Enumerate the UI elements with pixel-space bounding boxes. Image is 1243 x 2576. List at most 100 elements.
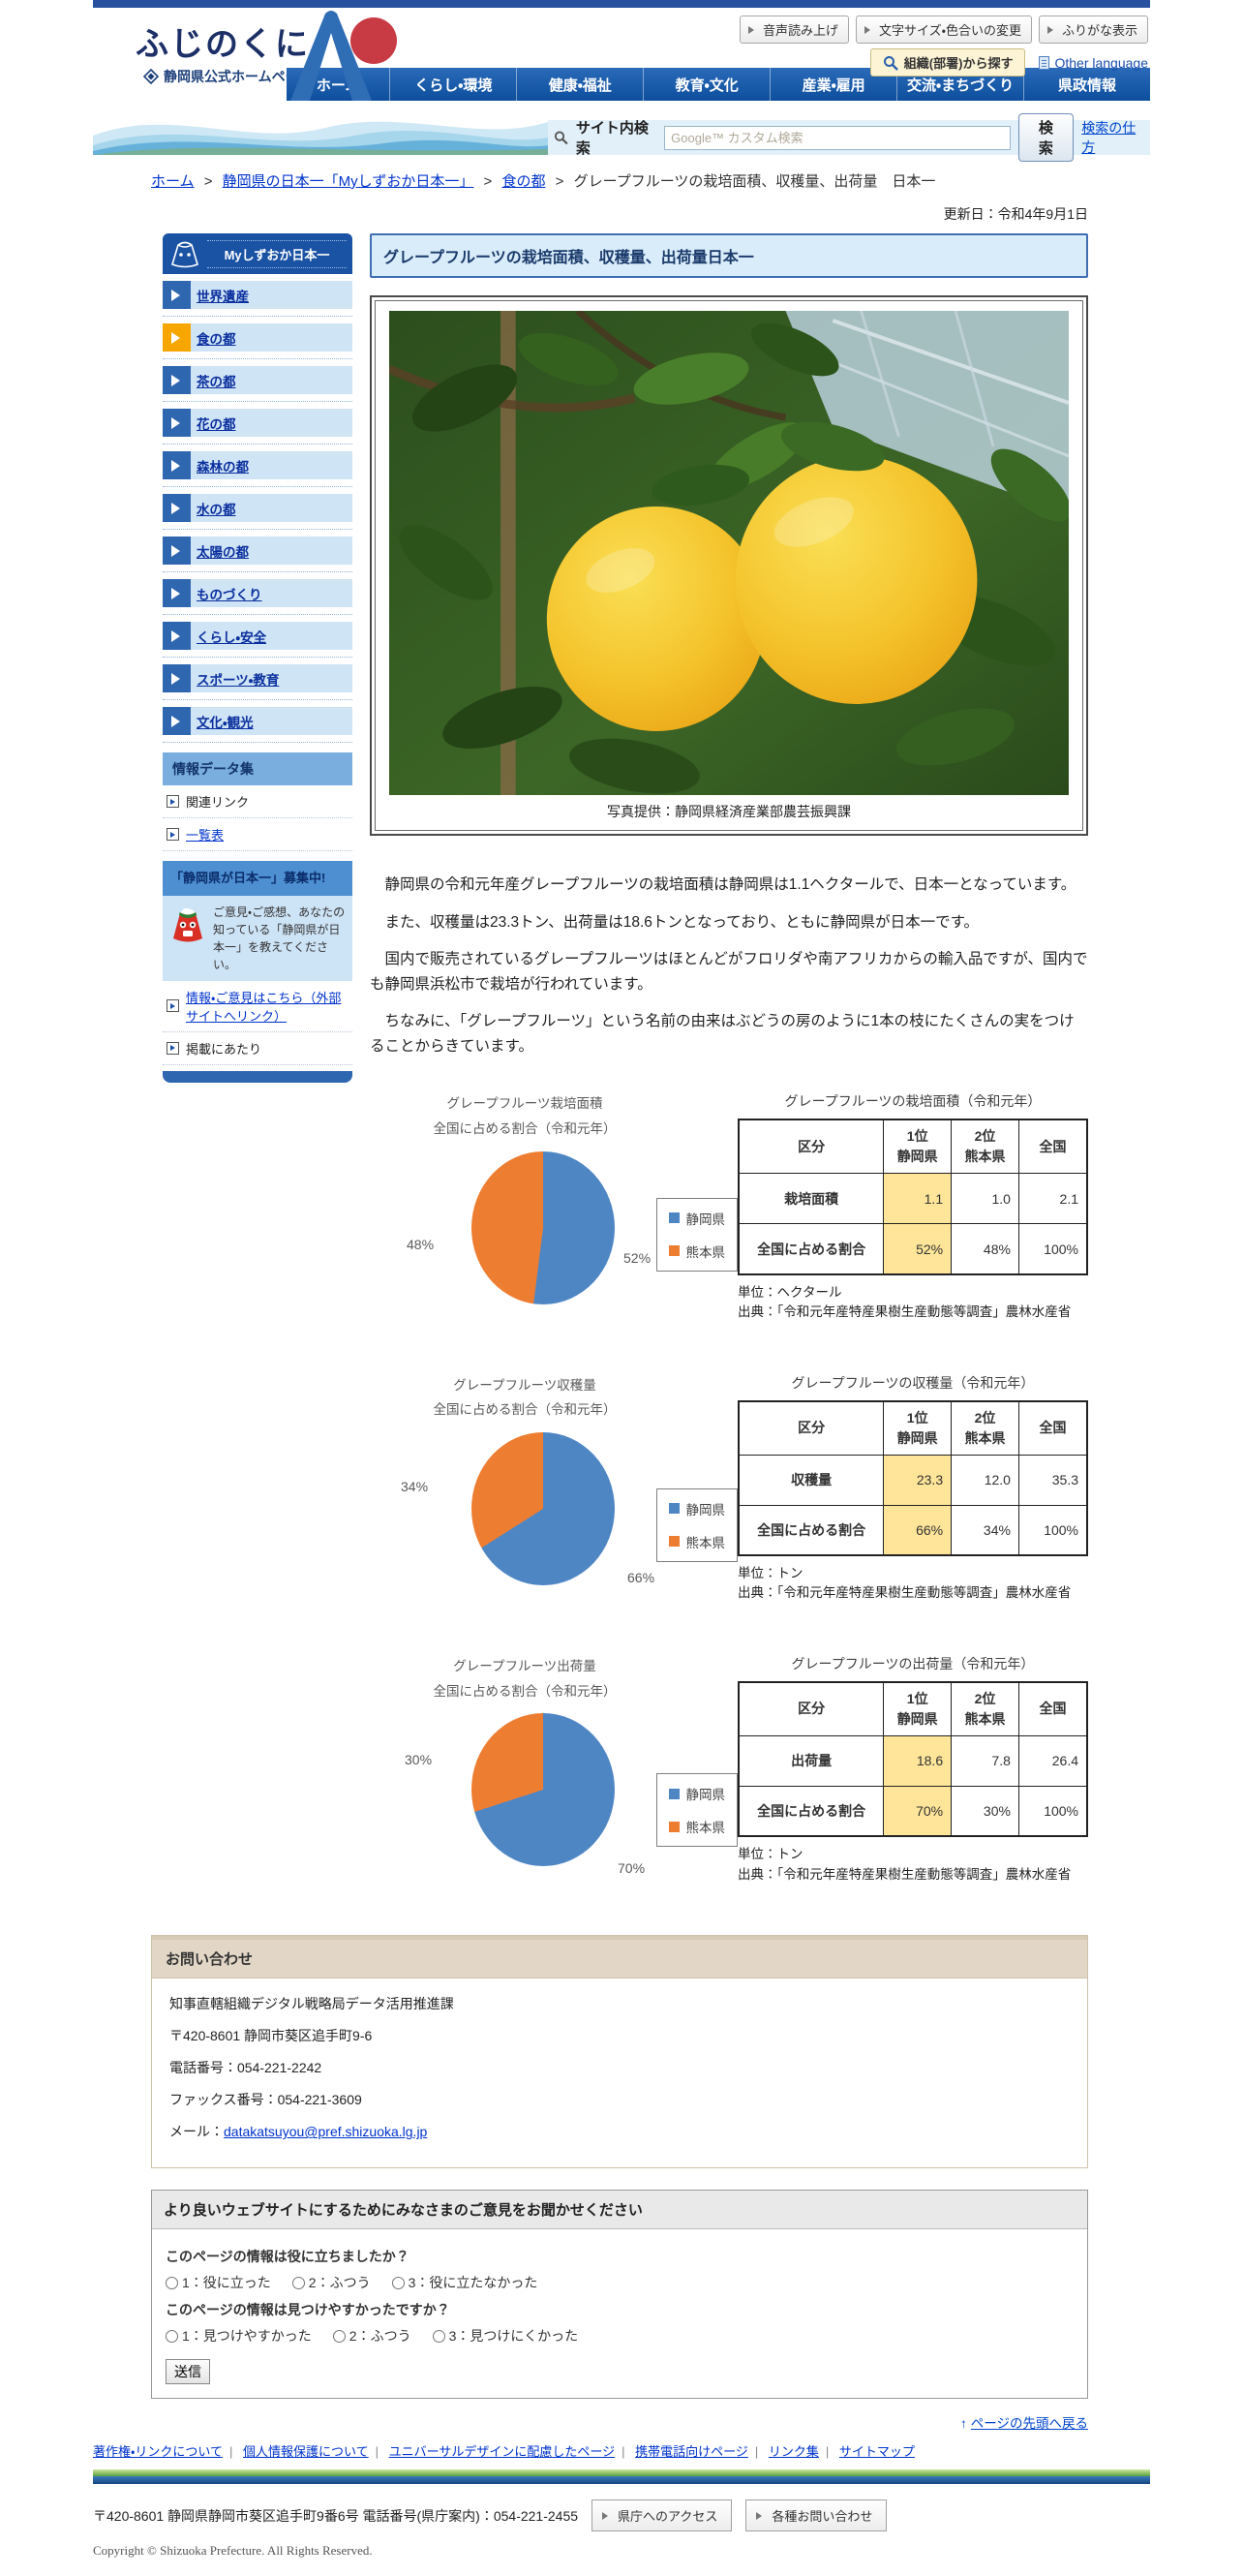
nav-kenko-fukushi[interactable]: 健康・福祉 [516, 68, 643, 101]
nav-kurashi-kankyo[interactable]: くらし・環境 [389, 68, 516, 101]
site-header: ふじのくに 静岡県公式ホームページ 音声読み上げ 文字サイズ・色合いの変更 ふり… [93, 8, 1150, 101]
footer-link-copyright-policy[interactable]: 著作権・リンクについて [93, 2444, 224, 2460]
sidebar-list-link[interactable]: 一覧表 [163, 818, 352, 851]
radio-input[interactable] [391, 2276, 405, 2289]
breadcrumb-level1-link[interactable]: 静岡県の日本一「Myしずおか日本一」 [222, 173, 474, 190]
col-header-category: 区分 [738, 1119, 885, 1175]
radio-q1-option1[interactable]: 1：役に立った [166, 2273, 271, 2292]
radio-q2-option2[interactable]: 2：ふつう [332, 2326, 411, 2346]
up-arrow-icon: ↑ [960, 2416, 967, 2432]
footer-bottom: 〒420-8601 静岡県静岡市葵区追手町9番6号 電話番号(県庁案内)：054… [93, 2484, 1150, 2537]
mount-fuji-logo-graphic [290, 11, 397, 101]
sidebar-item-bunka-kanko[interactable]: 文化・観光 [163, 707, 352, 743]
search-submit-button[interactable]: 検 索 [1017, 113, 1075, 162]
site-logo[interactable]: ふじのくに 静岡県公式ホームページ [136, 17, 312, 86]
radio-input[interactable] [291, 2276, 305, 2289]
arrow-right-icon [163, 707, 191, 735]
table-row: 栽培面積 1.1 1.0 2.1 [738, 1173, 1088, 1225]
mascot-message-text: ご意見・ご感想、あなたの知っている「静岡県が日本一」を教えてください。 [213, 905, 346, 971]
fuji-chan-mascot-icon [173, 907, 202, 941]
feedback-q2-options: 1：見つけやすかった 2：ふつう 3：見つけにくかった [166, 2326, 1074, 2346]
back-to-top-link[interactable]: ページの先頭へ戻る [970, 2416, 1088, 2432]
col-header-rank1: 1位 静岡県 [883, 1119, 953, 1175]
sidebar-item-shokunomiyako-active[interactable]: 食の都 [163, 323, 352, 359]
footer-link-privacy[interactable]: 個人情報保護について [243, 2444, 369, 2460]
col-header-rank2: 2位 熊本県 [951, 1119, 1019, 1175]
pie-legend: 静岡県 熊本県 [655, 1773, 738, 1848]
other-language-link[interactable]: Other language [1039, 55, 1148, 71]
radio-input[interactable] [332, 2329, 346, 2343]
sidebar-item-mizunomiyako[interactable]: 水の都 [163, 494, 352, 530]
radio-q1-option2[interactable]: 2：ふつう [291, 2273, 371, 2292]
radio-input[interactable] [166, 2276, 178, 2289]
feedback-submit-button[interactable]: 送信 [166, 2359, 210, 2385]
feedback-title: より良いウェブサイトにするためにみなさまのご意見をお聞かせください [152, 2191, 1087, 2230]
sidebar-item-sports-kyoiku[interactable]: スポーツ・教育 [163, 664, 352, 700]
paragraph: ちなみに、「グレープフルーツ」という名前の由来はぶどうの房のように1本の枝にたく… [370, 1013, 1075, 1055]
sidebar-item-hananomiyako[interactable]: 花の都 [163, 409, 352, 445]
sidebar-item-taiyonomiyako[interactable]: 太陽の都 [163, 537, 352, 572]
nav-koryu-machizukuri[interactable]: 交流・まちづくり [896, 68, 1023, 101]
sidebar-item-chanomiyako[interactable]: 茶の都 [163, 366, 352, 402]
footer-link-universal-design[interactable]: ユニバーサルデザインに配慮したページ [388, 2444, 616, 2460]
furigana-button[interactable]: ふりがな表示 [1038, 15, 1148, 44]
access-button[interactable]: 県庁へのアクセス [591, 2499, 733, 2532]
footer-link-mobile[interactable]: 携帯電話向けページ [635, 2444, 748, 2460]
recruit-banner: 「静岡県が日本一」募集中! [163, 861, 352, 896]
radio-input[interactable] [432, 2329, 445, 2343]
sidebar-opinion-link[interactable]: 情報・ご意見はこちら（外部サイトへリンク） [163, 981, 352, 1032]
fontsize-color-button[interactable]: 文字サイズ・色合いの変更 [855, 15, 1032, 44]
radio-q2-option1[interactable]: 1：見つけやすかった [166, 2326, 312, 2346]
radio-input[interactable] [166, 2329, 178, 2343]
breadcrumb-level2-link[interactable]: 食の都 [501, 173, 546, 190]
body-text: 静岡県の令和元年産グレープフルーツの栽培面積は静岡県は1.1ヘクタールで、日本一… [370, 873, 1088, 1058]
pie-chart-title: グレープフルーツ出荷量 [453, 1658, 596, 1673]
footer-link-links[interactable]: リンク集 [768, 2444, 819, 2460]
search-help-link[interactable]: 検索の仕方 [1081, 120, 1137, 155]
footer-address: 〒420-8601 静岡県静岡市葵区追手町9番6号 電話番号(県庁案内)：054… [93, 2507, 579, 2524]
footer-link-sitemap[interactable]: サイトマップ [838, 2444, 915, 2460]
breadcrumb-home-link[interactable]: ホーム [151, 173, 195, 190]
table-title: グレープフルーツの収穫量（令和元年） [791, 1374, 1035, 1391]
feedback-box: より良いウェブサイトにするためにみなさまのご意見をお聞かせください このページの… [151, 2190, 1088, 2400]
nav-kyoiku-bunka[interactable]: 教育・文化 [643, 68, 770, 101]
nav-sangyo-koyo[interactable]: 産業・雇用 [770, 68, 896, 101]
table-row: 出荷量 18.6 7.8 26.4 [738, 1734, 1088, 1787]
org-search-button[interactable]: 組織(部署)から探す [869, 48, 1026, 77]
sidebar-banner[interactable]: Myしずおか日本一 [163, 233, 352, 274]
paragraph: 国内で販売されているグレープフルーツはほとんどがフロリダや南アフリカからの輸入品… [370, 951, 1088, 993]
nav-kensei-joho[interactable]: 県政情報 [1023, 68, 1150, 101]
cultivation-area-table: グレープフルーツの栽培面積（令和元年） 区分 1位 静岡県 2位 熊本県 全国 栽培… [738, 1091, 1088, 1339]
inquiries-button[interactable]: 各種お問い合わせ [745, 2499, 888, 2532]
harvest-volume-pie-chart: グレープフルーツ収穫量 全国に占める割合（令和元年） 34% 66% 静岡県 熊… [370, 1373, 738, 1621]
contact-box: お問い合わせ 知事直轄組織デジタル戦略局データ活用推進課 〒420-8601 静… [151, 1935, 1088, 2169]
fuji-chan-mascot-outline-icon [171, 241, 198, 268]
col-header-rank1: 1位 静岡県 [883, 1681, 953, 1736]
tts-button[interactable]: 音声読み上げ [739, 15, 849, 44]
pie-label-kumamoto: 48% [407, 1236, 435, 1252]
sidebar: Myしずおか日本一 世界遺産 食の都 茶の都 花の都 [163, 233, 352, 1083]
site-search-input[interactable] [664, 125, 1011, 150]
radio-q1-option3[interactable]: 3：役に立たなかった [391, 2273, 537, 2292]
sidebar-item-kurashi-anzen[interactable]: くらし・安全 [163, 622, 352, 658]
search-icon [883, 55, 898, 71]
sidebar-item-shinrinnomiyako[interactable]: 森林の都 [163, 451, 352, 487]
breadcrumb-current: グレープフルーツの栽培面積、収穫量、出荷量 日本一 [573, 173, 936, 190]
site-subtitle: 静岡県公式ホームページ [164, 69, 313, 84]
table-title: グレープフルーツの出荷量（令和元年） [791, 1655, 1035, 1671]
site-footer: 著作権・リンクについて | 個人情報保護について | ユニバーサルデザインに配慮した… [93, 2441, 1150, 2576]
arrow-right-small-icon [167, 828, 179, 841]
sidebar-related-links[interactable]: 関連リンク [163, 785, 352, 818]
arrow-right-icon [163, 409, 191, 437]
sidebar-item-sekaiisan[interactable]: 世界遺産 [163, 281, 352, 317]
sidebar-item-monozukuri[interactable]: ものづくり [163, 579, 352, 615]
legend-swatch-blue [668, 1788, 680, 1799]
col-header-rank1: 1位 静岡県 [883, 1400, 953, 1456]
sidebar-posting-link[interactable]: 掲載にあたり [163, 1032, 352, 1065]
contact-mail-link[interactable]: datakatsuyou@pref.shizuoka.lg.jp [224, 2124, 428, 2140]
col-header-rank2: 2位 熊本県 [951, 1681, 1019, 1736]
grapefruit-photo [389, 311, 1069, 795]
radio-q2-option3[interactable]: 3：見つけにくかった [432, 2326, 578, 2346]
legend-swatch-orange [668, 1245, 680, 1257]
pie-label-shizuoka: 66% [627, 1569, 655, 1585]
